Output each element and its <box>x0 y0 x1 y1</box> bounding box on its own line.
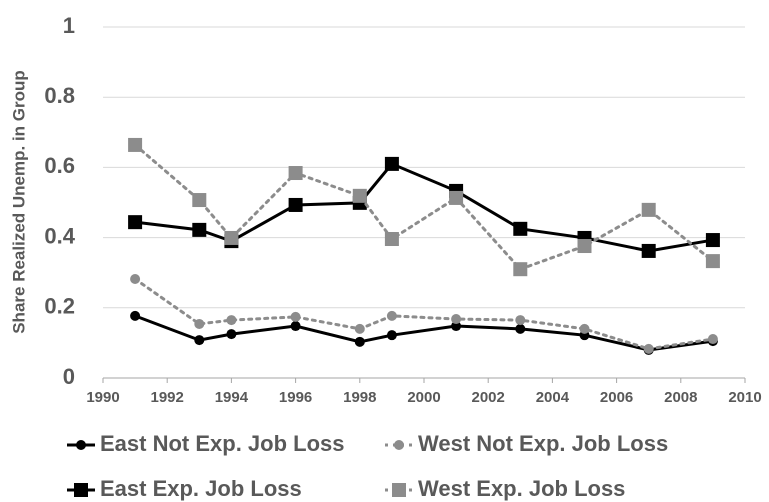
x-tick-label: 1996 <box>279 389 312 406</box>
x-tick-label: 2010 <box>728 389 761 406</box>
data-point <box>224 230 239 245</box>
data-point <box>130 310 141 321</box>
data-point <box>130 274 141 285</box>
data-point <box>707 334 718 345</box>
data-point <box>128 215 143 230</box>
data-point <box>451 314 462 325</box>
data-point <box>194 318 205 329</box>
data-point <box>352 188 367 203</box>
y-axis-label: Share Realized Unemp. in Group <box>9 70 28 334</box>
data-point <box>290 311 301 322</box>
data-point <box>513 262 528 277</box>
x-tick-label: 2006 <box>600 389 633 406</box>
legend-marker <box>392 483 406 497</box>
legend-marker <box>76 440 86 450</box>
data-point <box>354 336 365 347</box>
y-tick-label: 0.8 <box>44 83 75 108</box>
legend-label: West Exp. Job Loss <box>418 476 625 501</box>
data-point <box>386 310 397 321</box>
data-point <box>290 321 301 332</box>
legend-marker <box>394 440 404 450</box>
data-point <box>449 190 464 205</box>
x-tick-label: 1994 <box>215 389 249 406</box>
x-tick-label: 1998 <box>343 389 376 406</box>
y-tick-label: 0.6 <box>44 153 75 178</box>
data-point <box>288 197 303 212</box>
data-point <box>513 221 528 236</box>
data-point <box>451 321 462 332</box>
series-line <box>133 277 715 351</box>
data-point <box>705 254 720 269</box>
data-point <box>705 233 720 248</box>
data-point <box>192 193 207 208</box>
data-point <box>384 156 399 171</box>
y-tick-label: 1 <box>63 13 75 38</box>
data-point <box>288 166 303 181</box>
x-tick-label: 2002 <box>472 389 505 406</box>
data-point <box>577 239 592 254</box>
data-point <box>515 323 526 334</box>
y-tick-label: 0 <box>63 364 75 389</box>
series-line <box>133 143 715 271</box>
series-line <box>133 314 715 352</box>
data-point <box>384 232 399 247</box>
data-point <box>643 343 654 354</box>
x-tick-label: 2000 <box>407 389 440 406</box>
data-point <box>641 202 656 217</box>
legend-label: East Exp. Job Loss <box>100 476 302 501</box>
x-tick-label: 2008 <box>664 389 697 406</box>
y-tick-label: 0.2 <box>44 294 75 319</box>
data-point <box>192 222 207 237</box>
x-tick-label: 2004 <box>536 389 570 406</box>
legend-marker <box>74 483 88 497</box>
data-point <box>226 315 237 326</box>
data-point <box>354 323 365 334</box>
data-point <box>194 335 205 346</box>
x-tick-label: 1992 <box>151 389 184 406</box>
legend-label: West Not Exp. Job Loss <box>418 431 668 456</box>
data-point <box>386 330 397 341</box>
data-point <box>579 323 590 334</box>
y-tick-label: 0.4 <box>44 223 75 248</box>
data-point <box>641 243 656 258</box>
data-point <box>515 315 526 326</box>
legend-label: East Not Exp. Job Loss <box>100 431 345 456</box>
x-tick-label: 1990 <box>86 389 119 406</box>
data-point <box>226 329 237 340</box>
data-point <box>128 137 143 152</box>
